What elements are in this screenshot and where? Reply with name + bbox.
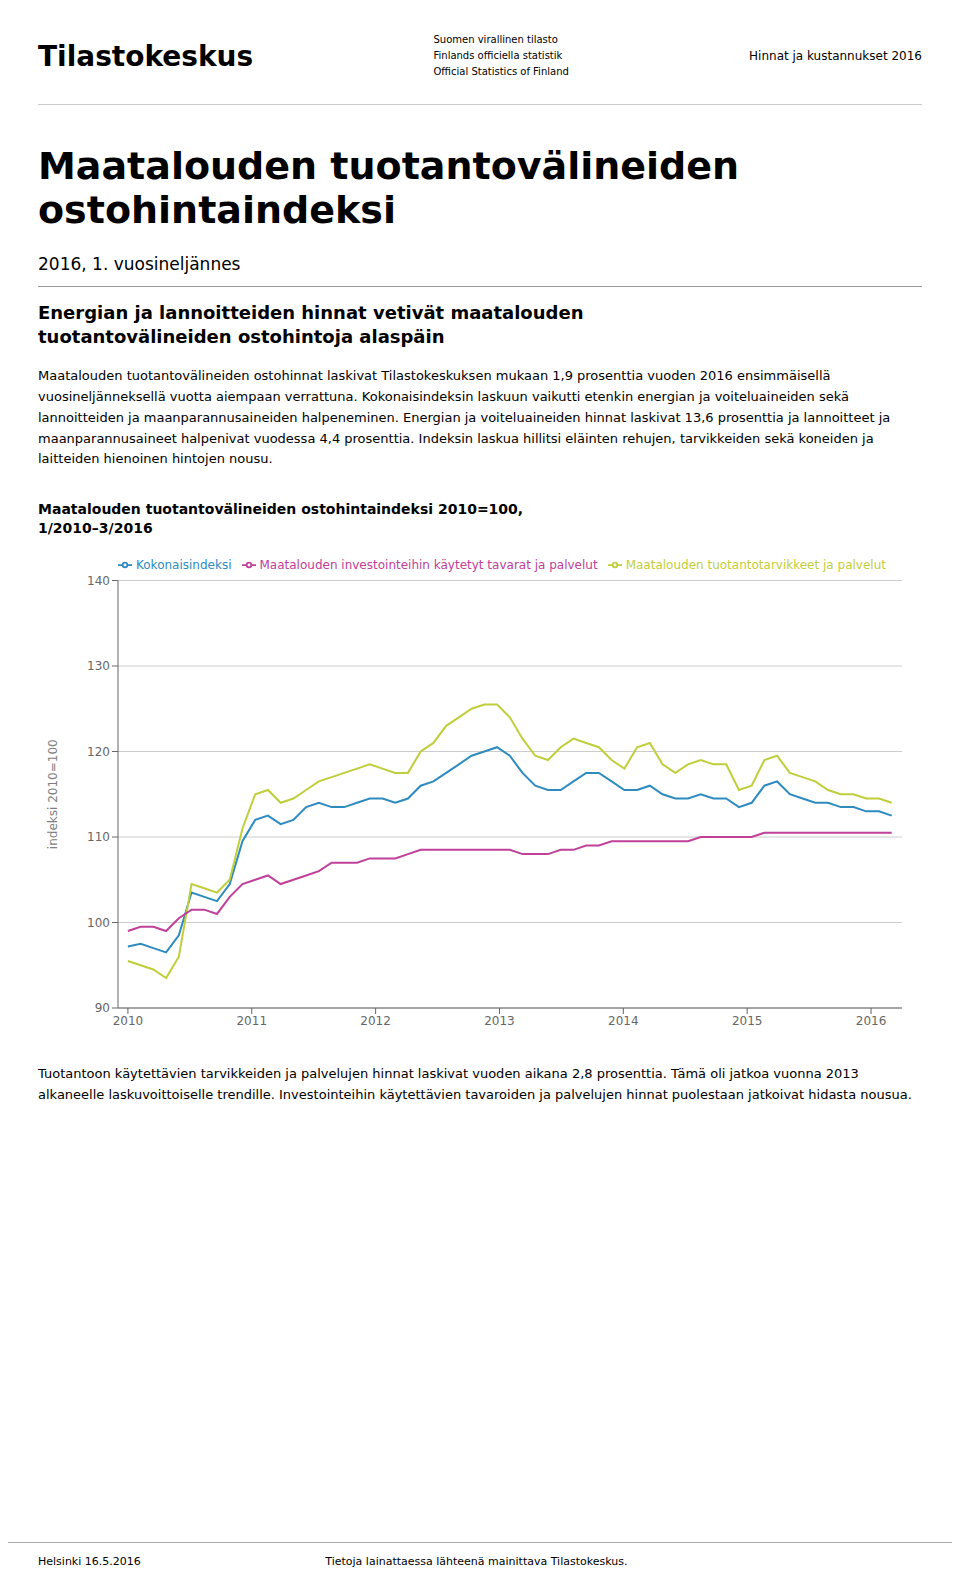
- html-text:Maatalouden tuotantovälineiden: Maatalouden tuotantovälineiden ostohinta…: [38, 501, 524, 536]
- svg-text:120: 120: [87, 745, 110, 759]
- html-text:Maatalouden tuotantovälineiden: Maatalouden tuotantovälineiden ostohinta…: [38, 144, 740, 232]
- html-text:Tilastokeskus: Tilastokeskus: [38, 39, 254, 73]
- svg-text:2010: 2010: [113, 1013, 144, 1027]
- html-text:Maatalouden tuotantovälineiden: Maatalouden tuotantovälineiden ostohinna…: [38, 368, 891, 467]
- svg-text:2015: 2015: [732, 1013, 763, 1027]
- svg-text:2014: 2014: [608, 1013, 639, 1027]
- html-text:Kokonaisindeksi: Kokonaisindeksi: [136, 557, 232, 572]
- svg-text:110: 110: [87, 830, 110, 844]
- svg-text:2012: 2012: [360, 1013, 391, 1027]
- svg-text:90: 90: [95, 1001, 110, 1015]
- svg-text:indeksi 2010=100: indeksi 2010=100: [46, 739, 60, 849]
- html-text:Tuotantoon käytettävien tarvik: Tuotantoon käytettävien tarvikkeiden ja …: [38, 1065, 912, 1102]
- html-text:Energian ja lannoitteiden hinn: Energian ja lannoitteiden hinnat vetivät…: [38, 302, 584, 347]
- html-text:Helsinki 16.5.2016: Helsinki 16.5.2016: [38, 1555, 141, 1568]
- html-text:2016, 1. vuosineljännes: 2016, 1. vuosineljännes: [38, 254, 241, 275]
- html-text:Tietoja lainattaessa lähteenä: Tietoja lainattaessa lähteenä mainittava…: [325, 1555, 628, 1568]
- html-text:Hinnat ja kustannukset 2016: Hinnat ja kustannukset 2016: [749, 49, 922, 63]
- svg-text:130: 130: [87, 659, 110, 673]
- svg-text:2016: 2016: [856, 1013, 887, 1027]
- svg-text:2013: 2013: [484, 1013, 515, 1027]
- svg-text:100: 100: [87, 916, 110, 930]
- svg-text:140: 140: [87, 574, 110, 588]
- html-text:Suomen virallinen tilasto Finl: Suomen virallinen tilasto Finlands offic…: [433, 34, 569, 77]
- html-text:Maatalouden investointeihin kä: Maatalouden investointeihin käytetyt tav…: [259, 557, 598, 572]
- svg-text:2011: 2011: [236, 1013, 267, 1027]
- html-text:Maatalouden tuotantotarvikkeet: Maatalouden tuotantotarvikkeet ja palvel…: [625, 557, 886, 572]
